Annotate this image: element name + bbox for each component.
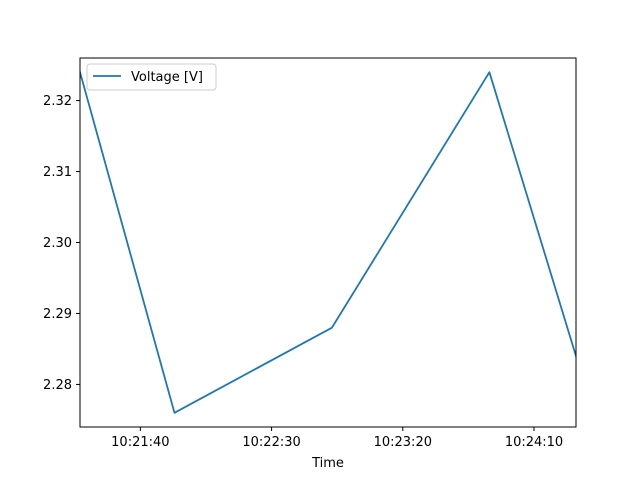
x-tick-label: 10:22:30 bbox=[242, 435, 300, 450]
x-tick-label: 10:21:40 bbox=[111, 435, 169, 450]
y-tick-label: 2.32 bbox=[43, 94, 72, 109]
series-line-0 bbox=[80, 71, 576, 414]
legend-label: Voltage [V] bbox=[131, 70, 203, 85]
x-axis-title: Time bbox=[311, 456, 344, 471]
y-tick-label: 2.28 bbox=[43, 378, 72, 393]
legend: Voltage [V] bbox=[86, 63, 217, 91]
y-tick-label: 2.31 bbox=[43, 165, 72, 180]
plot-area bbox=[80, 71, 576, 414]
legend-box bbox=[86, 63, 217, 91]
x-tick-label: 10:23:20 bbox=[374, 435, 432, 450]
x-tick-label: 10:24:10 bbox=[505, 435, 563, 450]
y-tick-label: 2.29 bbox=[43, 307, 72, 322]
axes: 2.28 2.29 2.30 2.31 2.32 10:21:40 10:22:30 10:2… bbox=[43, 57, 577, 450]
y-tick-label: 2.30 bbox=[43, 236, 72, 251]
